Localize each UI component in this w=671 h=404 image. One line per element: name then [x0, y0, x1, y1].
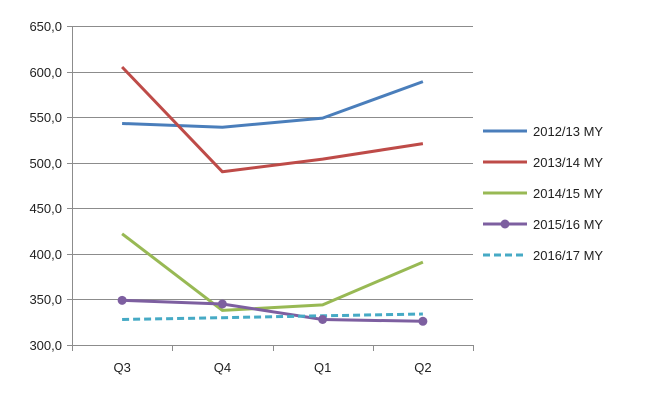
legend-label: 2015/16 MY	[533, 217, 603, 232]
series-line	[122, 312, 423, 321]
axes	[72, 26, 474, 351]
legend-label: 2014/15 MY	[533, 186, 603, 201]
x-tick-label: Q2	[414, 360, 431, 375]
data-point-marker	[117, 295, 127, 305]
y-axis-tick-labels: 300,0 350,0 400,0 450,0 500,0 550,0 600,0 650,0	[29, 19, 62, 353]
series-line	[121, 232, 424, 312]
series-markers	[117, 295, 428, 326]
y-tick-label: 300,0	[29, 338, 62, 353]
y-tick-label: 400,0	[29, 247, 62, 262]
data-point-marker	[318, 314, 328, 324]
series-line	[122, 298, 423, 323]
y-tick-label: 500,0	[29, 156, 62, 171]
series-line	[122, 80, 424, 129]
x-tick-label: Q3	[113, 360, 130, 375]
x-tick-label: Q1	[314, 360, 331, 375]
legend-marker	[500, 219, 510, 229]
x-axis-tick-labels: Q3 Q4 Q1 Q2	[113, 360, 431, 375]
series-lines	[121, 65, 424, 323]
y-tick-label: 600,0	[29, 65, 62, 80]
y-tick-label: 650,0	[29, 19, 62, 34]
legend: 2012/13 MY 2013/14 MY 2014/15 MY 2015/16 MY…	[483, 124, 603, 263]
data-point-marker	[418, 316, 428, 326]
x-tick-label: Q4	[214, 360, 231, 375]
y-tick-label: 450,0	[29, 201, 62, 216]
y-tick-label: 350,0	[29, 292, 62, 307]
legend-label: 2013/14 MY	[533, 155, 603, 170]
legend-label: 2016/17 MY	[533, 248, 603, 263]
legend-label: 2012/13 MY	[533, 124, 603, 139]
series-line	[121, 65, 424, 174]
y-tick-label: 550,0	[29, 110, 62, 125]
data-point-marker	[217, 299, 227, 309]
